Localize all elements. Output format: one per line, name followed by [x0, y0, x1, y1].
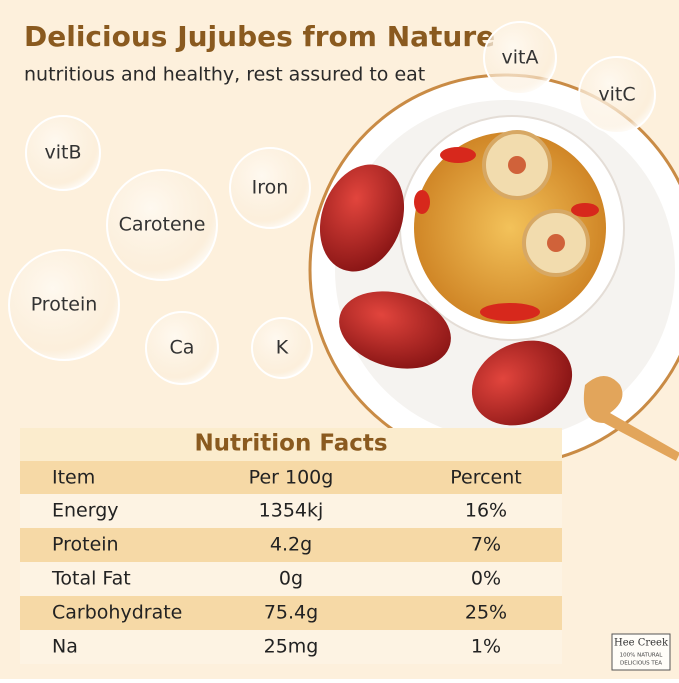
- subtitle: nutritious and healthy, rest assured to …: [24, 64, 425, 86]
- column-header: Per 100g: [249, 467, 334, 489]
- bubble-label: K: [276, 337, 289, 359]
- table-cell: 7%: [471, 534, 501, 556]
- brand-logo: Hee Creek 100% NATURAL DELICIOUS TEA: [611, 633, 671, 671]
- nutrient-bubbles: vitA vitC vitB Iron Carotene Protein Ca K: [8, 21, 656, 385]
- table-cell: Na: [52, 636, 78, 658]
- column-header: Percent: [450, 467, 522, 489]
- table-cell: 0%: [471, 568, 501, 590]
- bubble: [145, 311, 219, 385]
- table-cell: Total Fat: [51, 568, 131, 590]
- brand-name: Hee Creek: [614, 638, 669, 649]
- bubble: [8, 249, 120, 361]
- bubble: [229, 147, 311, 229]
- bubble: [483, 21, 557, 95]
- column-header: Item: [52, 467, 95, 489]
- table-cell: 25mg: [264, 636, 319, 658]
- table-title: Nutrition Facts: [194, 431, 387, 457]
- table-cell: 4.2g: [270, 534, 312, 556]
- table-cell: 25%: [465, 602, 507, 624]
- table-cell: 1354kj: [259, 500, 324, 522]
- bubble-label: Iron: [252, 177, 289, 199]
- brand-line: DELICIOUS TEA: [620, 661, 662, 667]
- title: Delicious Jujubes from Nature: [24, 20, 495, 53]
- bubble: [251, 317, 313, 379]
- bubble: [25, 115, 101, 191]
- table-row: [20, 596, 562, 630]
- table-cell: 1%: [471, 636, 501, 658]
- table-cell: Energy: [52, 500, 119, 522]
- bubble-label: Protein: [31, 294, 98, 316]
- table-row: [20, 528, 562, 562]
- bubble-label: vitC: [598, 84, 635, 106]
- bubble: [578, 56, 656, 134]
- table-cell: Carbohydrate: [52, 602, 182, 624]
- table-cell: 0g: [279, 568, 303, 590]
- brand-line: 100% NATURAL: [620, 653, 664, 659]
- bubble-label: vitA: [502, 47, 539, 69]
- nutrition-table: Nutrition Facts Item Per 100g Percent En…: [20, 428, 562, 664]
- bubble: [106, 169, 218, 281]
- bubble-label: vitB: [44, 142, 81, 164]
- table-cell: 75.4g: [264, 602, 318, 624]
- table-row: [20, 562, 562, 596]
- bubble-label: Ca: [170, 337, 195, 359]
- table-cell: Protein: [52, 534, 119, 556]
- table-cell: 16%: [465, 500, 507, 522]
- table-title-row: [20, 428, 562, 461]
- table-row: [20, 630, 562, 664]
- table-row: [20, 494, 562, 528]
- bubble-label: Carotene: [119, 214, 206, 236]
- table-header-row: [20, 461, 562, 494]
